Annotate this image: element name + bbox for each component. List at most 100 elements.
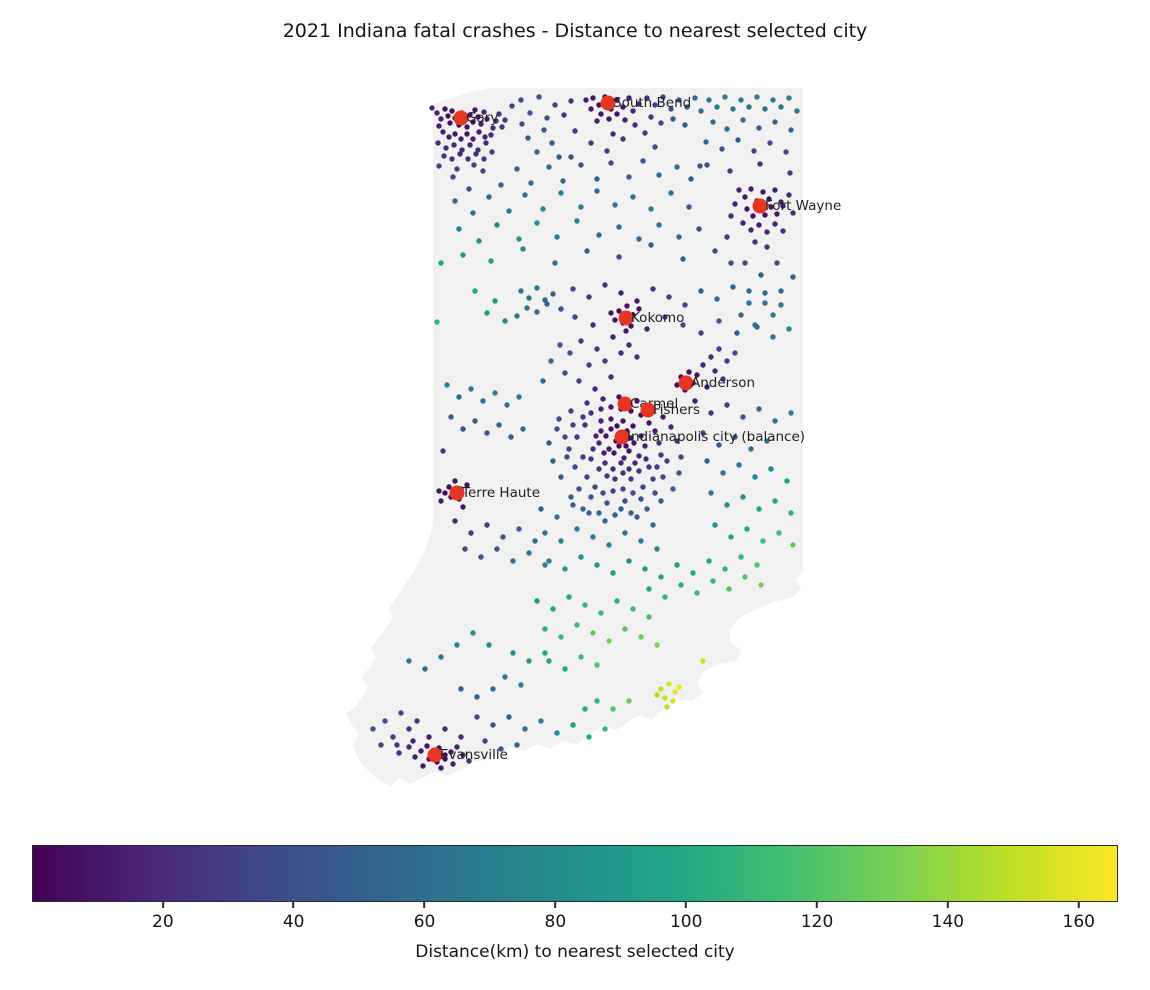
crash-point [552, 102, 558, 108]
crash-point [588, 410, 594, 416]
crash-point [444, 382, 450, 388]
crash-point [458, 734, 464, 740]
crash-point [772, 187, 778, 193]
crash-point [546, 558, 552, 564]
crash-point [578, 162, 584, 168]
crash-point [790, 542, 796, 548]
crash-point [534, 309, 540, 315]
crash-point [524, 305, 530, 311]
crash-point [716, 442, 722, 448]
crash-point [522, 726, 528, 732]
crash-point [478, 554, 484, 560]
crash-point [588, 140, 594, 146]
crash-point [714, 104, 720, 110]
crash-point [534, 220, 540, 226]
crash-point [634, 514, 640, 520]
crash-point [748, 186, 754, 192]
crash-point [598, 111, 604, 117]
crash-point [654, 692, 660, 698]
crash-point [708, 354, 714, 360]
crash-point [614, 97, 620, 103]
crash-point [727, 168, 733, 174]
crash-point [644, 95, 650, 101]
crash-point [740, 494, 746, 500]
crash-point [556, 416, 562, 422]
crash-point [534, 149, 540, 155]
colorbar-tick: 120 [801, 902, 833, 932]
crash-point [628, 510, 634, 516]
crash-point [772, 119, 778, 125]
crash-point [483, 140, 489, 146]
crash-point [746, 300, 752, 306]
crash-point [642, 566, 648, 572]
crash-point [704, 458, 710, 464]
city-label: Gary [466, 110, 498, 126]
crash-point [544, 115, 550, 121]
crash-point [626, 558, 632, 564]
crash-point [730, 284, 736, 290]
crash-point [514, 742, 520, 748]
crash-point [590, 534, 596, 540]
crash-point [518, 682, 524, 688]
crash-point [680, 256, 686, 262]
crash-point [488, 258, 494, 264]
chart-title: 2021 Indiana fatal crashes - Distance to… [282, 20, 868, 42]
crash-point [700, 658, 706, 664]
crash-point [772, 221, 778, 227]
crash-point [735, 137, 741, 143]
crash-point [466, 758, 472, 764]
crash-point [656, 440, 662, 446]
crash-point [494, 222, 500, 228]
crash-point [470, 119, 476, 125]
crash-point [697, 163, 703, 169]
crash-point [608, 160, 614, 166]
crash-point [502, 117, 508, 123]
crash-point [674, 164, 680, 170]
crash-point [450, 174, 456, 180]
crash-point [698, 288, 704, 294]
crash-point [448, 414, 454, 420]
crash-point [598, 418, 604, 424]
crash-point [452, 478, 458, 484]
tick-mark [423, 902, 426, 908]
crash-point [465, 156, 471, 162]
crash-point [436, 163, 442, 169]
crash-point [536, 94, 542, 100]
crash-point [646, 614, 652, 620]
crash-point [658, 498, 664, 504]
crash-point [692, 95, 698, 101]
crash-point [748, 227, 754, 233]
crash-point [786, 326, 792, 332]
crash-point [786, 192, 792, 198]
crash-point [772, 418, 778, 424]
crash-point [732, 434, 738, 440]
crash-point [648, 114, 654, 120]
crash-point [578, 204, 584, 210]
crash-point [650, 476, 656, 482]
crash-point [726, 586, 732, 592]
crash-point [588, 494, 594, 500]
crash-point [568, 494, 574, 500]
crash-point [558, 474, 564, 480]
crash-point [646, 464, 652, 470]
crash-point [608, 310, 614, 316]
crash-point [672, 689, 678, 695]
crash-point [478, 121, 484, 127]
crash-point [623, 328, 629, 334]
colorbar [32, 845, 1118, 902]
crash-point [476, 238, 482, 244]
crash-point [550, 458, 556, 464]
crash-point [426, 734, 432, 740]
crash-point [658, 686, 664, 692]
crash-point [606, 638, 612, 644]
crash-point [636, 236, 642, 242]
city-label: Evansville [440, 747, 508, 763]
crash-point [706, 97, 712, 103]
crash-point [542, 297, 548, 303]
crash-point [436, 123, 442, 129]
city-label: Terre Haute [461, 485, 540, 501]
crash-point [466, 186, 472, 192]
crash-point [678, 454, 684, 460]
crash-point [544, 301, 550, 307]
crash-point [700, 430, 706, 436]
